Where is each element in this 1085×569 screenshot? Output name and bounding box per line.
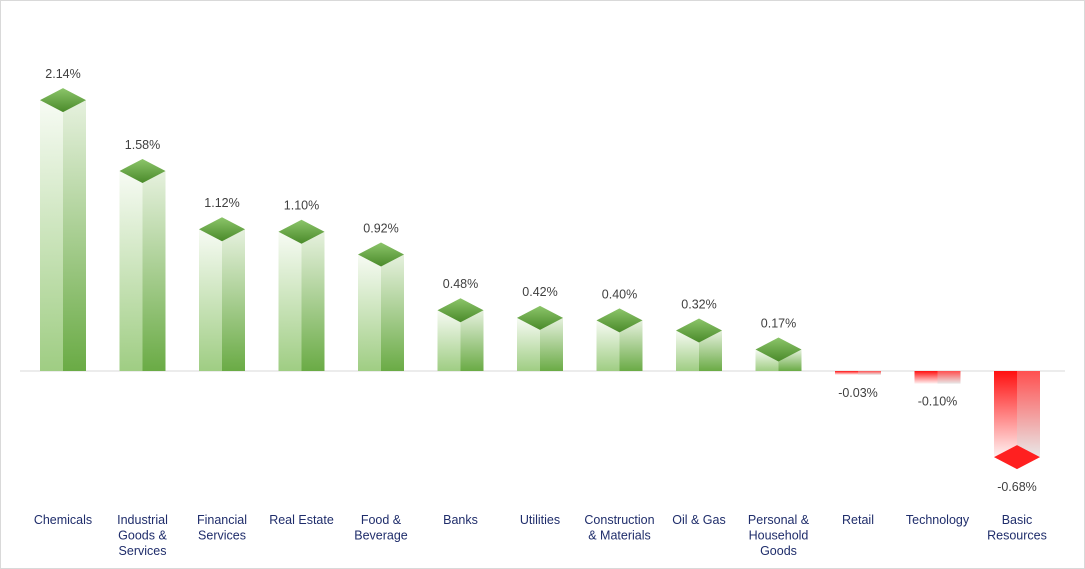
bar-right-face xyxy=(381,254,404,371)
bar-top-cap xyxy=(517,305,563,330)
bar-left-face xyxy=(199,229,222,371)
bar-top-cap xyxy=(358,242,404,267)
category-label: Real Estate xyxy=(269,513,334,527)
bar-left-face xyxy=(358,254,381,371)
category-label: Construction & Materials xyxy=(584,513,654,543)
value-label: 2.14% xyxy=(45,67,80,81)
bar-top-cap xyxy=(119,158,166,183)
category-label: Basic Resources xyxy=(987,513,1047,543)
bar-top-cap xyxy=(199,217,245,242)
value-label: 1.58% xyxy=(125,138,160,152)
category-label: Retail xyxy=(842,513,874,527)
bar-right-face xyxy=(699,330,722,371)
value-label: -0.03% xyxy=(838,386,878,400)
bar-7: 0.40% Construction & Materials xyxy=(584,287,654,542)
category-label: Technology xyxy=(906,513,970,527)
bar-6: 0.42% Utilities xyxy=(517,285,563,527)
bar-right-face xyxy=(301,231,325,371)
bar-right-face xyxy=(63,100,86,372)
bar-2: 1.12% Financial Services xyxy=(197,196,247,542)
bar-left-face xyxy=(119,170,143,371)
value-label: 0.42% xyxy=(522,285,557,299)
bar-5: 0.48% Banks xyxy=(437,277,484,527)
value-label: 0.48% xyxy=(443,277,478,291)
value-label: 0.32% xyxy=(681,297,716,311)
bar-top-cap xyxy=(676,318,722,343)
bar-12: -0.68% Basic Resources xyxy=(987,371,1047,543)
bar-top-cap xyxy=(278,219,325,244)
bar-top-cap xyxy=(437,298,484,323)
value-label: -0.10% xyxy=(918,395,958,409)
bar-top-cap xyxy=(596,308,643,333)
bar-bottom-cap xyxy=(994,445,1040,470)
bar-9: 0.17% Personal & Household Goods xyxy=(748,316,810,558)
bar-4: 0.92% Food & Beverage xyxy=(354,222,408,543)
value-label: 0.17% xyxy=(761,316,796,330)
bar-right-face xyxy=(619,320,643,371)
category-label: Industrial Goods & Services xyxy=(117,513,168,558)
bar-top-cap xyxy=(755,337,802,362)
category-label: Oil & Gas xyxy=(672,513,726,527)
bar-11: -0.10% Technology xyxy=(906,371,970,527)
bar-right-face xyxy=(460,310,484,371)
value-label: 1.10% xyxy=(284,199,319,213)
bar-left-face xyxy=(835,371,858,375)
bar-1: 1.58% Industrial Goods & Services xyxy=(117,138,168,558)
category-label: Financial Services xyxy=(197,513,247,543)
bar-left-face xyxy=(517,317,540,371)
value-label: 1.12% xyxy=(204,196,239,210)
value-label: 0.92% xyxy=(363,222,398,236)
bar-left-face xyxy=(994,371,1017,458)
value-label: -0.68% xyxy=(997,480,1037,494)
bar-10: -0.03% Retail xyxy=(835,371,881,527)
category-label: Personal & Household Goods xyxy=(748,513,810,558)
bar-right-face xyxy=(858,371,881,375)
bar-right-face xyxy=(142,170,166,371)
bar-left-face xyxy=(278,231,302,371)
bar-left-face xyxy=(40,100,63,372)
bar-left-face xyxy=(437,310,461,371)
bar-3: 1.10% Real Estate xyxy=(269,199,334,527)
category-label: Banks xyxy=(443,513,478,527)
bar-right-face xyxy=(1017,371,1040,458)
bar-right-face xyxy=(540,317,563,371)
category-label: Chemicals xyxy=(34,513,92,527)
bar-right-face xyxy=(222,229,245,371)
bar-left-face xyxy=(676,330,699,371)
value-label: 0.40% xyxy=(602,287,637,301)
bar-left-face xyxy=(914,371,938,384)
bar-top-cap xyxy=(40,88,86,113)
category-label: Utilities xyxy=(520,513,560,527)
bar-right-face xyxy=(937,371,961,384)
bar-0: 2.14% Chemicals xyxy=(34,67,92,527)
category-label: Food & Beverage xyxy=(354,513,408,543)
bar-8: 0.32% Oil & Gas xyxy=(672,297,726,527)
bar-left-face xyxy=(596,320,620,371)
